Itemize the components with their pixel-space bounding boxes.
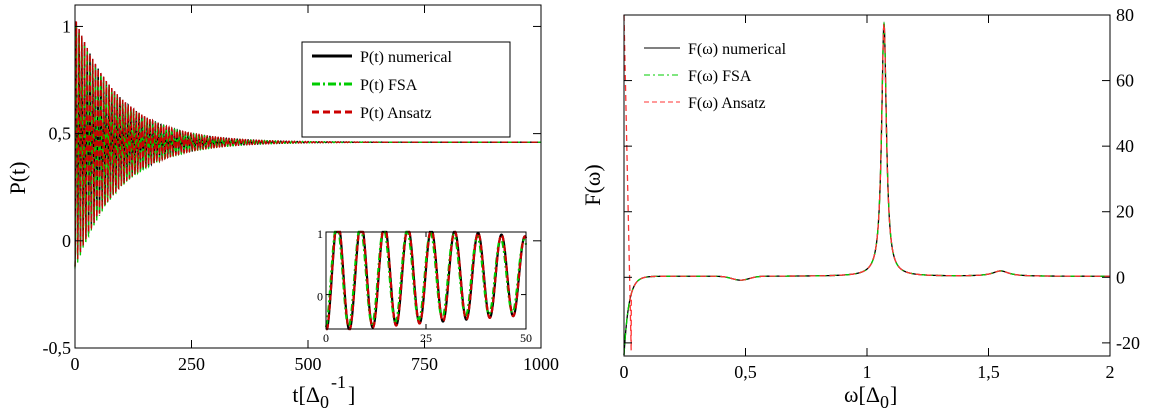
left-y-tick-label: 0 <box>62 231 71 251</box>
left-x-tick-label: 0 <box>71 354 80 374</box>
inset-x-tick-label: 25 <box>420 331 432 345</box>
right-plot-frame <box>623 14 1111 357</box>
inset-y-tick-label: 1 <box>317 227 323 241</box>
right-y-tick-label: 80 <box>1116 5 1134 25</box>
right-x-axis-label-sub: 0 <box>880 392 889 412</box>
left-y-tick-label: -0,5 <box>43 338 72 358</box>
left-x-axis-label: t[Δ <box>292 382 320 407</box>
inset-x-tick-label: 0 <box>323 331 329 345</box>
left-legend-label-ansatz: P(t) Ansatz <box>360 105 432 122</box>
left-legend-label-fsa: P(t) FSA <box>360 77 418 94</box>
left-x-tick-label: 500 <box>295 354 322 374</box>
right-y-tick-label: 0 <box>1116 267 1125 287</box>
left-legend-box <box>301 41 511 138</box>
right-x-tick-label: 2 <box>1106 362 1115 382</box>
left-x-axis-label-sub: 0 <box>320 392 329 412</box>
left-series-group <box>74 21 541 269</box>
left-x-tick-label: 250 <box>178 354 205 374</box>
left-inset: 0 25 50 0 1 <box>317 227 532 345</box>
right-x-tick-label: 1,5 <box>977 362 1000 382</box>
right-y-tick-label: 60 <box>1116 71 1134 91</box>
right-x-tick-label: 1 <box>863 362 872 382</box>
right-x-axis-label: ω[Δ <box>844 382 880 407</box>
left-legend-label-numerical: P(t) numerical <box>360 49 453 66</box>
right-y-axis-label: F(ω) <box>580 164 605 205</box>
right-y-tick-label: 40 <box>1116 136 1134 156</box>
right-legend-label-ansatz: F(ω) Ansatz <box>688 95 766 112</box>
right-x-tick-label: 0,5 <box>734 362 757 382</box>
left-legend: P(t) numerical P(t) FSA P(t) Ansatz <box>301 41 511 138</box>
left-y-tick-label: 0,5 <box>49 124 72 144</box>
right-legend-label-fsa: F(ω) FSA <box>688 68 752 85</box>
left-x-axis-label-close: ] <box>348 382 355 407</box>
left-x-tick-label: 1000 <box>523 354 559 374</box>
inset-x-tick-label: 50 <box>520 331 532 345</box>
left-series-p-t--ansatz <box>74 21 541 267</box>
right-y-tick-label: -20 <box>1116 333 1140 353</box>
left-x-tick-label: 750 <box>411 354 438 374</box>
left-y-tick-label: 1 <box>62 16 71 36</box>
right-legend-label-numerical: F(ω) numerical <box>688 41 787 58</box>
right-ticks: 0 0,5 1 1,5 2-20 0 20 40 60 80 <box>620 5 1141 382</box>
right-x-axis-label-close: ] <box>890 382 897 407</box>
right-x-tick-label: 0 <box>620 362 629 382</box>
inset-y-tick-label: 0 <box>317 290 323 304</box>
left-ticks: 0 250 500 750 1000-0,500,51 <box>43 5 559 374</box>
right-y-tick-label: 20 <box>1116 202 1134 222</box>
right-series-f----ansatz <box>623 14 1110 351</box>
left-chart: 0 250 500 750 1000-0,500,51 P(t) t[Δ 0 -1 ] … <box>5 4 559 412</box>
right-series-group <box>623 14 1110 356</box>
left-inset-ticks: 0 25 50 0 1 <box>317 227 532 345</box>
right-legend: F(ω) numerical F(ω) FSA F(ω) Ansatz <box>644 41 787 112</box>
left-y-axis-label: P(t) <box>5 162 30 195</box>
left-x-axis-label-sup: -1 <box>331 372 346 392</box>
right-chart: 0 0,5 1 1,5 2-20 0 20 40 60 80 F(ω) ω[Δ 0 ] F(ω) … <box>580 5 1140 412</box>
